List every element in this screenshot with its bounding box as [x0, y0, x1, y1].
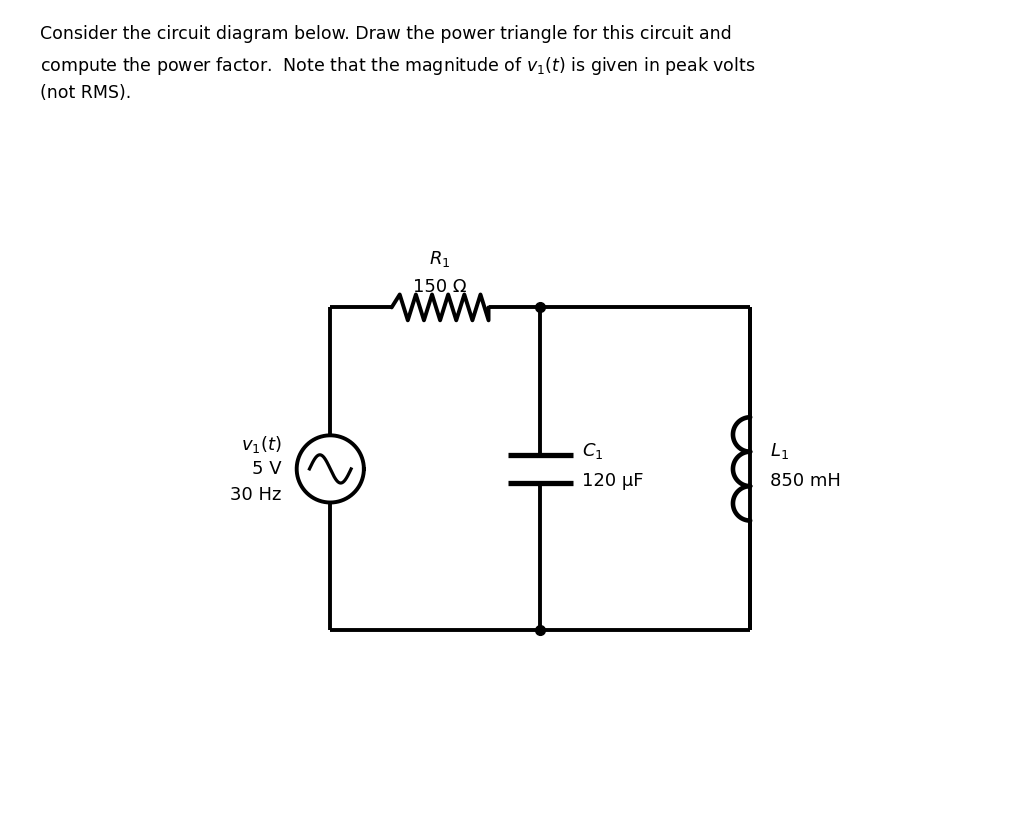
Text: 5 V: 5 V: [252, 460, 282, 478]
Text: 30 Hz: 30 Hz: [230, 486, 282, 503]
Text: Consider the circuit diagram below. Draw the power triangle for this circuit and: Consider the circuit diagram below. Draw…: [40, 25, 732, 43]
Text: $L_1$: $L_1$: [770, 440, 789, 461]
Text: (not RMS).: (not RMS).: [40, 84, 131, 102]
Text: 120 μF: 120 μF: [582, 472, 643, 489]
Text: 850 mH: 850 mH: [770, 472, 840, 489]
Text: 150 Ω: 150 Ω: [413, 278, 467, 296]
Text: $C_1$: $C_1$: [582, 440, 604, 461]
Text: compute the power factor.  Note that the magnitude of $v_1(t)$ is given in peak : compute the power factor. Note that the …: [40, 55, 755, 76]
Text: $v_1(t)$: $v_1(t)$: [241, 434, 282, 455]
Text: $R_1$: $R_1$: [429, 248, 450, 268]
